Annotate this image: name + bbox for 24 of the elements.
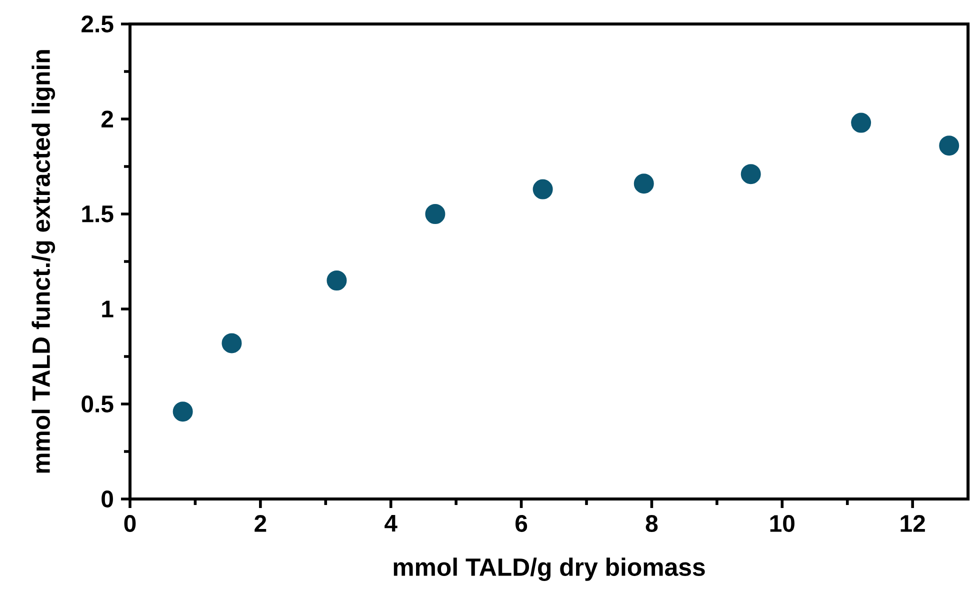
x-tick-label: 6 [516,515,528,532]
y-tick-label: 1.5 [82,206,114,222]
point [740,164,761,184]
point [425,204,446,224]
y-tick-label: 2 [102,110,114,128]
x-tick-label: 4 [384,515,398,532]
point [634,174,654,194]
point [326,270,347,290]
x-tick-label: 10 [770,515,794,532]
x-tick-label: 8 [646,515,658,532]
x-tick-label: 2 [254,515,266,532]
point [851,112,872,133]
x-tick-label: 0 [124,515,136,532]
point [939,136,960,156]
x-axis-title: mmol TALD/g dry biomass [394,558,705,581]
y-tick-label: 0 [102,490,113,508]
point [222,333,242,354]
x-tick-label: 12 [900,515,925,532]
y-axis-title: mmol TALD funct./g extracted lignin [32,50,56,473]
point [172,402,193,422]
y-tick-label: 0.5 [82,396,114,412]
y-tick-label: 2.5 [82,16,114,32]
y-tick-label: 1 [102,300,114,318]
point [532,179,553,200]
